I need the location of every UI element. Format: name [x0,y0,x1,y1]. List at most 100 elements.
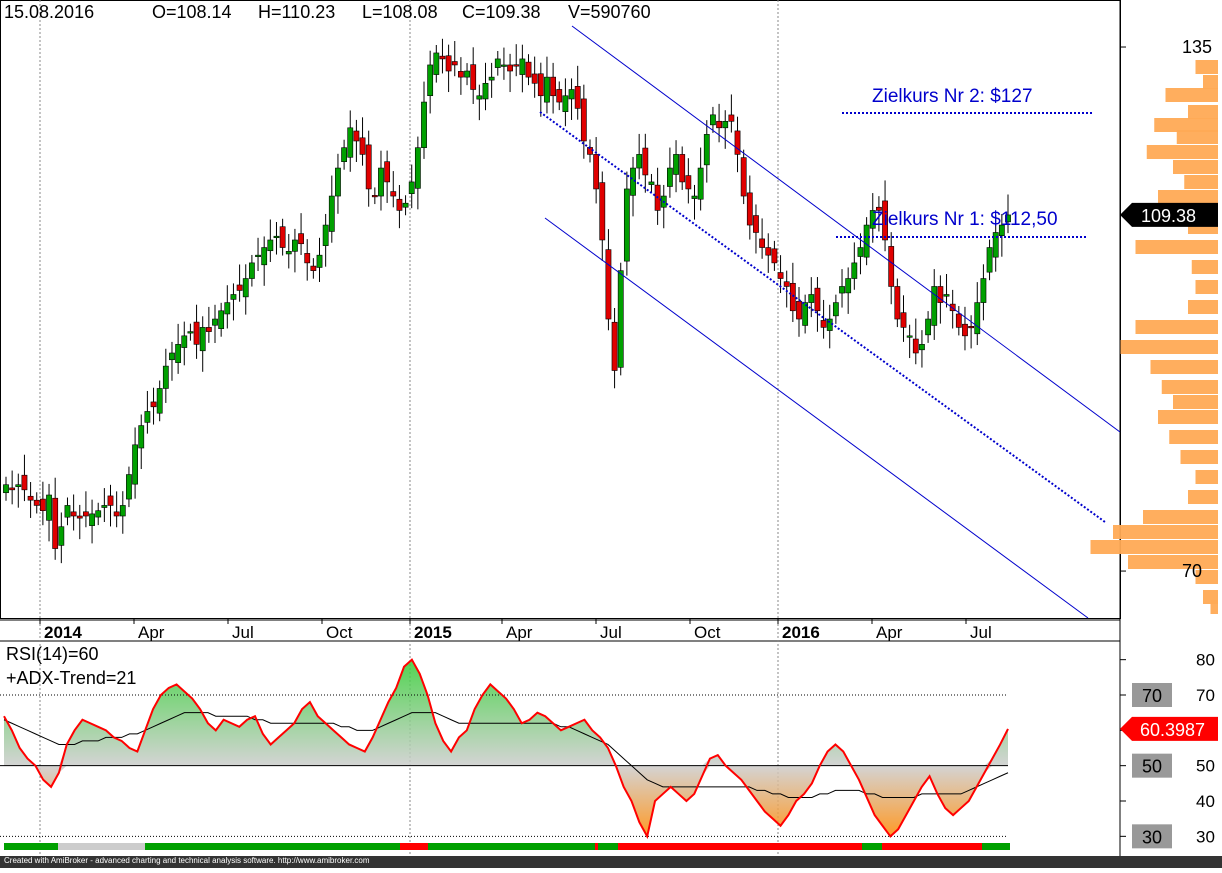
candle-body [187,331,194,334]
candle-body [365,144,372,190]
candle-body [156,388,163,414]
candle-body [384,161,391,183]
candle-body [421,101,427,148]
candle-body [322,224,329,246]
rsi-level-badge-label: 70 [1142,686,1162,706]
candle-body [353,130,360,142]
candle-body [888,246,895,287]
x-tick-label: Oct [694,623,721,642]
candle-body [623,188,630,262]
candle-body [630,167,636,196]
candle-body [335,167,341,197]
candle-body [937,286,944,303]
candle-body [710,114,716,126]
candle-body [796,300,802,320]
x-tick-label: Jul [970,623,992,642]
adx-trend-segment [882,843,982,850]
x-tick-label: 2016 [782,623,820,642]
target1-label: Zielkurs Nr 1: $112,50 [872,209,1058,230]
rsi-level-badge [1132,824,1172,849]
candle-body [568,89,575,100]
candle-body [832,302,839,317]
rsi-y-tick-label: 50 [1196,757,1215,776]
candle-body [679,154,686,183]
candle-body [107,495,114,506]
candle-body [894,286,901,320]
candle-body [144,411,151,423]
candle-body [132,444,138,485]
rsi-level-badge [1132,683,1172,707]
volume-profile-bar [1188,300,1218,314]
candle-body [611,321,618,371]
volume-profile-bar [1154,118,1218,132]
candle-body [464,70,470,78]
adx-trend-segment [982,843,1010,850]
candle-body [218,310,225,329]
candle-body [15,484,22,487]
volume-profile-bar [1161,380,1218,394]
footer-credit: Created with AmiBroker - advanced charti… [4,856,370,865]
candle-body [169,352,175,361]
candle-body [636,154,643,169]
price-tag-label: 109.38 [1141,206,1196,226]
rsi-label: RSI(14)=60 [6,644,99,664]
candle-body [642,147,649,176]
candle-body [292,239,298,252]
candle-body [212,318,218,326]
candle-body [820,320,827,328]
adx-trend-segment [58,843,145,850]
volume-profile-bar [1195,280,1218,294]
candle-body [685,175,692,190]
volume-profile-bar [1113,525,1218,539]
candle-body [273,235,280,239]
header-close: C=109.38 [462,2,541,22]
candle-body [205,327,212,332]
candle-body [605,249,612,320]
rsi-y-tick-label: 40 [1196,792,1215,811]
candle-body [863,224,870,258]
candle-body [83,511,89,517]
rsi-level-badge-label: 30 [1142,827,1162,847]
adx-trend-segment [428,843,595,850]
candle-body [39,498,46,512]
candle-body [783,281,790,287]
candle-body [931,286,938,326]
channel-mid-line [539,111,1106,523]
candle-body [150,401,157,408]
candle-body [119,505,126,517]
candle-body [175,344,182,363]
candle-body [753,215,759,233]
candle-body [414,147,421,189]
candle-body [279,226,286,248]
candle-body [900,312,907,328]
volume-profile-bar [1210,600,1218,614]
candle-body [476,95,483,100]
candle-body [962,323,968,337]
volume-profile-bar [1188,490,1218,504]
x-tick-label: Jul [232,623,254,642]
y-tick-label: 135 [1182,37,1212,57]
candle-body [488,76,495,81]
candle-body [814,287,821,312]
candle-body [371,195,378,198]
candle-body [691,195,698,199]
candle-body [408,181,415,194]
candle-body [359,137,366,155]
volume-profile-bar [1143,510,1218,524]
candle-body [667,167,673,187]
candle-body [396,198,403,211]
volume-profile-bar [1120,340,1218,354]
adx-trend-segment [618,843,862,850]
candle-body [716,120,722,129]
candle-body [138,425,145,449]
rsi-value-tag-bg [1120,716,1218,741]
candle-body [285,251,292,255]
rsi-ma-line [3,712,1009,798]
candle-body [777,272,784,279]
candle-body [451,61,458,66]
y-tick-label: 70 [1182,561,1202,581]
candle-body [298,233,304,245]
volume-profile-bar [1173,160,1218,174]
candle-body [52,497,59,549]
